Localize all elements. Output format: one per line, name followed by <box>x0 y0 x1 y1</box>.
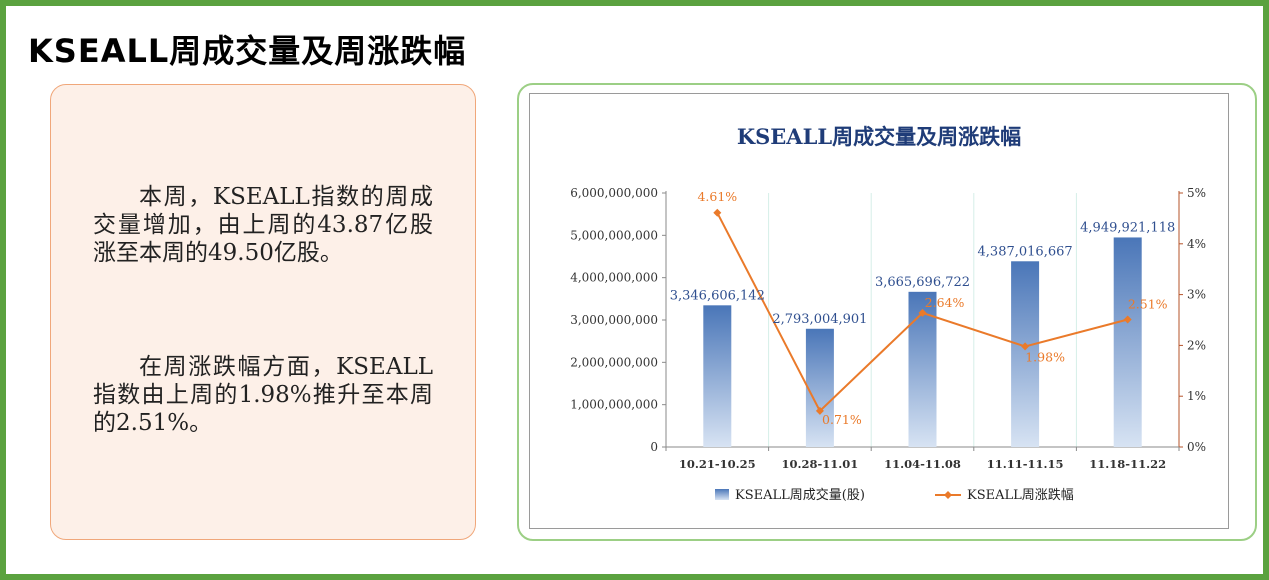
y-left-tick-label: 5,000,000,000 <box>570 228 658 242</box>
y-left-tick-label: 2,000,000,000 <box>570 355 658 369</box>
grid-layer <box>768 193 1077 447</box>
change-point <box>713 208 722 217</box>
combo-chart: KSEALL周成交量及周涨跌幅 0 1,000,000,000 2,000,000,… <box>570 124 1206 503</box>
x-category-label: 10.21-10.25 <box>679 457 756 471</box>
volume-bar-label: 4,387,016,667 <box>978 244 1073 259</box>
change-point-label: 2.51% <box>1128 296 1168 311</box>
x-category-label: 11.18-11.22 <box>1089 457 1166 471</box>
x-category-label: 11.04-11.08 <box>884 457 961 471</box>
change-point-label: 0.71% <box>822 412 862 427</box>
change-point-label: 4.61% <box>697 189 737 204</box>
y-left-tick-label: 3,000,000,000 <box>570 313 658 327</box>
y-right-tick-label: 0% <box>1187 440 1206 454</box>
x-category-label: 11.11-11.15 <box>987 457 1064 471</box>
y-left-tick-label: 1,000,000,000 <box>570 398 658 412</box>
chart-title: KSEALL周成交量及周涨跌幅 <box>737 124 1021 149</box>
change-point <box>918 308 927 317</box>
volume-bar <box>805 328 834 447</box>
y-right-tick-label: 4% <box>1187 237 1206 251</box>
volume-bar-label: 3,346,606,142 <box>670 288 765 303</box>
change-point <box>1123 315 1132 324</box>
volume-bar <box>1011 261 1040 447</box>
change-point <box>815 406 824 415</box>
legend-bar-label: KSEALL周成交量(股) <box>735 487 865 503</box>
volume-bar <box>703 305 732 447</box>
volume-bar <box>908 291 937 447</box>
y-left-tick-label: 4,000,000,000 <box>570 271 658 285</box>
legend-bar-swatch <box>715 489 729 500</box>
volume-bar-label: 4,949,921,118 <box>1080 220 1175 235</box>
legend: KSEALL周成交量(股) KSEALL周涨跌幅 <box>715 487 1074 503</box>
chart-panel: KSEALL周成交量及周涨跌幅 0 1,000,000,000 2,000,000,… <box>529 93 1229 529</box>
change-point-label: 2.64% <box>925 295 965 310</box>
y-right-tick-label: 1% <box>1187 389 1206 403</box>
volume-bar-label: 3,665,696,722 <box>875 275 970 290</box>
line-layer <box>713 208 1132 415</box>
summary-card: 本周，KSEALL指数的周成交量增加，由上周的43.87亿股涨至本周的49.50… <box>50 84 476 540</box>
y-left-tick-label: 0 <box>650 440 658 454</box>
axis-layer: 0 1,000,000,000 2,000,000,000 3,000,000,000… <box>570 186 1206 471</box>
legend-line-label: KSEALL周涨跌幅 <box>967 487 1074 503</box>
volume-bar <box>1113 237 1142 447</box>
summary-paragraph-volume: 本周，KSEALL指数的周成交量增加，由上周的43.87亿股涨至本周的49.50… <box>93 184 433 266</box>
page-title: KSEALL周成交量及周涨跌幅 <box>28 32 467 70</box>
y-right-tick-label: 2% <box>1187 338 1206 352</box>
y-right-tick-label: 3% <box>1187 288 1206 302</box>
y-left-tick-label: 6,000,000,000 <box>570 186 658 200</box>
change-point-label: 1.98% <box>1025 349 1065 364</box>
chart-card: KSEALL周成交量及周涨跌幅 0 1,000,000,000 2,000,000,… <box>517 83 1257 541</box>
summary-paragraph-change: 在周涨跌幅方面，KSEALL指数由上周的1.98%推升至本周的2.51%。 <box>93 354 433 436</box>
volume-bar-label: 2,793,004,901 <box>772 312 867 327</box>
x-category-label: 10.28-11.01 <box>782 457 859 471</box>
y-right-tick-label: 5% <box>1187 186 1206 200</box>
label-layer: 3,346,606,142 2,793,004,901 3,665,696,722 4… <box>670 189 1176 427</box>
legend-line-marker <box>944 491 952 499</box>
change-point <box>1021 342 1030 351</box>
bar-layer <box>703 237 1142 447</box>
